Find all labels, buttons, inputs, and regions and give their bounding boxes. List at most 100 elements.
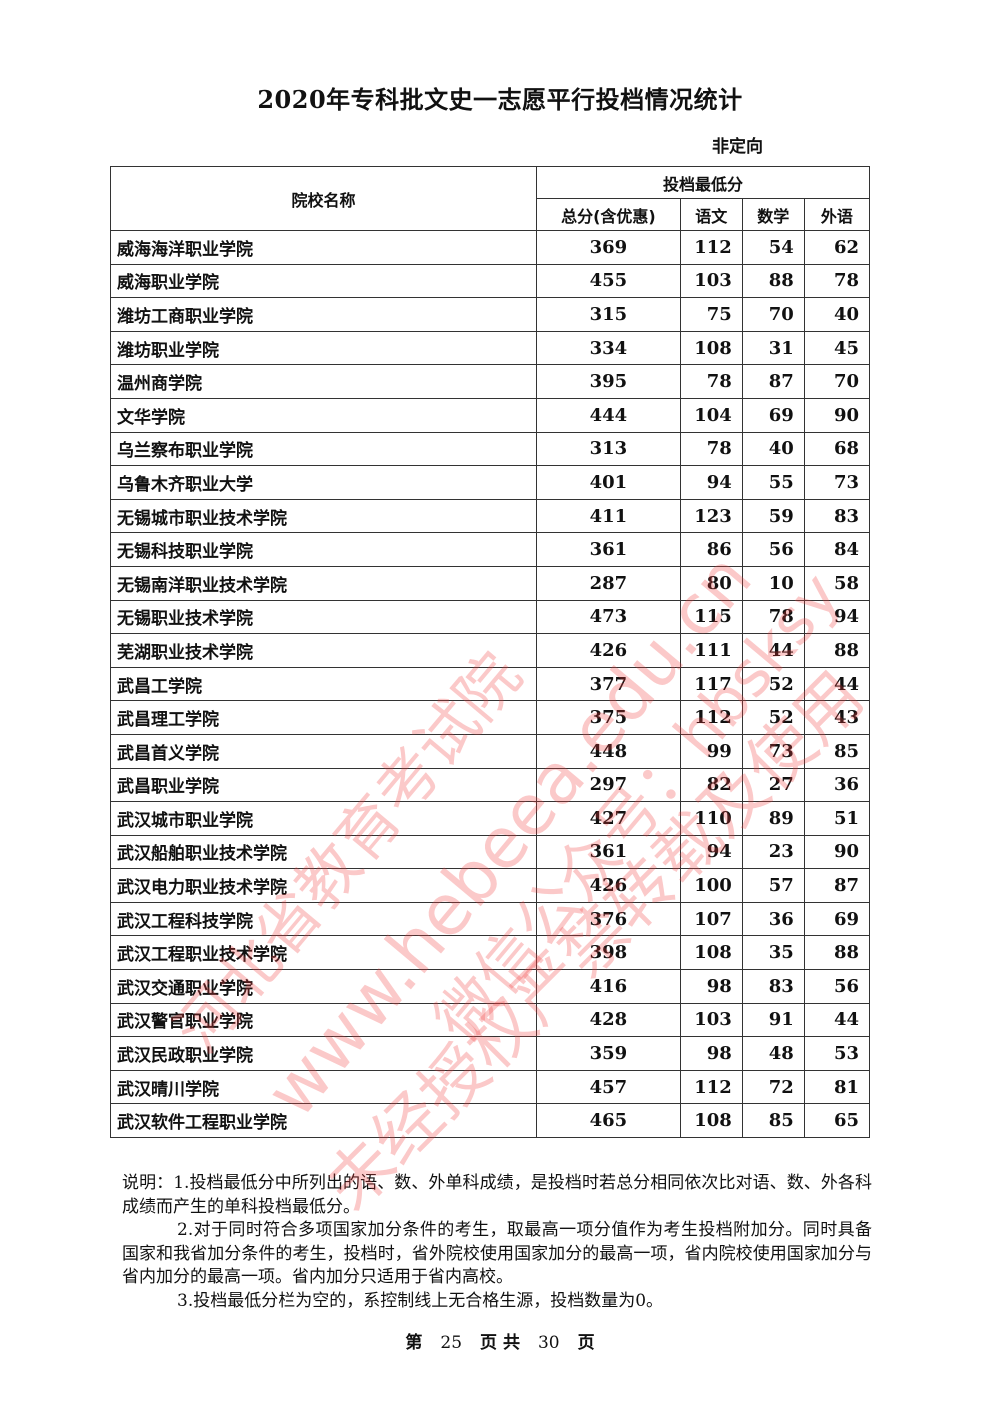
total-score: 361 bbox=[536, 834, 681, 870]
chinese-score: 103 bbox=[679, 1002, 743, 1038]
total-score: 377 bbox=[536, 666, 681, 702]
table-row: 武汉城市职业学院 427 110 89 51 bbox=[109, 801, 871, 836]
table-row: 武汉晴川学院 457 112 72 81 bbox=[109, 1069, 871, 1105]
foreign-score: 65 bbox=[803, 1103, 871, 1139]
header-math: 数学 bbox=[741, 198, 805, 231]
school-name: 潍坊工商职业学院 bbox=[109, 297, 538, 332]
school-name: 武汉电力职业技术学院 bbox=[109, 868, 538, 903]
table-row: 乌兰察布职业学院 313 78 40 68 bbox=[109, 431, 871, 467]
foreign-score: 73 bbox=[803, 465, 871, 500]
school-name: 武昌理工学院 bbox=[109, 700, 538, 735]
footer-suffix: 页 bbox=[577, 1333, 595, 1353]
total-score: 398 bbox=[536, 935, 681, 971]
total-score: 444 bbox=[536, 397, 681, 433]
chinese-score: 94 bbox=[679, 465, 743, 500]
total-score: 427 bbox=[536, 801, 681, 836]
total-score: 455 bbox=[536, 263, 681, 299]
foreign-score: 83 bbox=[803, 498, 871, 534]
total-score: 457 bbox=[536, 1069, 681, 1105]
school-name: 武汉船舶职业技术学院 bbox=[109, 834, 538, 870]
note-1: 说明：1.投档最低分中所列出的语、数、外单科成绩，是投档时若总分相同依次比对语、… bbox=[122, 1173, 872, 1217]
school-name: 无锡职业技术学院 bbox=[109, 599, 538, 635]
total-score: 376 bbox=[536, 901, 681, 937]
table-row: 芜湖职业技术学院 426 111 44 88 bbox=[109, 633, 871, 668]
math-score: 44 bbox=[741, 633, 805, 668]
table-row: 武汉民政职业学院 359 98 48 53 bbox=[109, 1036, 871, 1071]
table-row: 无锡南洋职业技术学院 287 80 10 58 bbox=[109, 565, 871, 601]
total-score: 361 bbox=[536, 532, 681, 567]
table-row: 武昌工学院 377 117 52 44 bbox=[109, 666, 871, 702]
math-score: 72 bbox=[741, 1069, 805, 1105]
school-name: 武汉城市职业学院 bbox=[109, 801, 538, 836]
math-score: 91 bbox=[741, 1002, 805, 1038]
math-score: 48 bbox=[741, 1036, 805, 1071]
school-name: 芜湖职业技术学院 bbox=[109, 633, 538, 668]
table-body: 威海海洋职业学院 369 112 54 62 威海职业学院 455 103 88 78 潍坊工商职业… bbox=[109, 230, 871, 1139]
page-footer: 第 25 页 共 30 页 bbox=[0, 1328, 1000, 1353]
chinese-score: 98 bbox=[679, 1036, 743, 1071]
header-foreign: 外语 bbox=[803, 198, 871, 231]
table-row: 武汉软件工程职业学院 465 108 85 65 bbox=[109, 1103, 871, 1139]
chinese-score: 100 bbox=[679, 868, 743, 903]
footer-total: 30 bbox=[537, 1333, 560, 1353]
math-score: 54 bbox=[741, 230, 805, 265]
total-score: 411 bbox=[536, 498, 681, 534]
subtitle: 非定向 bbox=[712, 137, 763, 157]
foreign-score: 44 bbox=[803, 666, 871, 702]
table-row: 武汉电力职业技术学院 426 100 57 87 bbox=[109, 868, 871, 903]
table-row: 武昌首义学院 448 99 73 85 bbox=[109, 733, 871, 769]
notes: 说明：1.投档最低分中所列出的语、数、外单科成绩，是投档时若总分相同依次比对语、… bbox=[122, 1172, 872, 1313]
chinese-score: 112 bbox=[679, 230, 743, 265]
table-row: 潍坊工商职业学院 315 75 70 40 bbox=[109, 297, 871, 332]
total-score: 465 bbox=[536, 1103, 681, 1139]
table-row: 武汉船舶职业技术学院 361 94 23 90 bbox=[109, 834, 871, 870]
math-score: 88 bbox=[741, 263, 805, 299]
total-score: 416 bbox=[536, 969, 681, 1004]
total-score: 287 bbox=[536, 565, 681, 601]
school-name: 威海海洋职业学院 bbox=[109, 230, 538, 265]
total-score: 315 bbox=[536, 297, 681, 332]
foreign-score: 62 bbox=[803, 230, 871, 265]
chinese-score: 78 bbox=[679, 364, 743, 399]
chinese-score: 115 bbox=[679, 599, 743, 635]
school-name: 武昌首义学院 bbox=[109, 733, 538, 769]
foreign-score: 68 bbox=[803, 431, 871, 467]
school-name: 武汉警官职业学院 bbox=[109, 1002, 538, 1038]
footer-page: 25 bbox=[440, 1333, 463, 1353]
chinese-score: 108 bbox=[679, 935, 743, 971]
school-name: 无锡城市职业技术学院 bbox=[109, 498, 538, 534]
total-score: 401 bbox=[536, 465, 681, 500]
school-name: 武汉软件工程职业学院 bbox=[109, 1103, 538, 1139]
total-score: 359 bbox=[536, 1036, 681, 1071]
header-chinese: 语文 bbox=[679, 198, 743, 231]
math-score: 69 bbox=[741, 397, 805, 433]
chinese-score: 75 bbox=[679, 297, 743, 332]
math-score: 52 bbox=[741, 666, 805, 702]
chinese-score: 103 bbox=[679, 263, 743, 299]
math-score: 31 bbox=[741, 330, 805, 366]
school-name: 乌鲁木齐职业大学 bbox=[109, 465, 538, 500]
total-score: 426 bbox=[536, 868, 681, 903]
school-name: 武昌职业学院 bbox=[109, 767, 538, 803]
math-score: 73 bbox=[741, 733, 805, 769]
table-row: 威海职业学院 455 103 88 78 bbox=[109, 263, 871, 299]
school-name: 武汉工程职业技术学院 bbox=[109, 935, 538, 971]
foreign-score: 45 bbox=[803, 330, 871, 366]
table-row: 无锡科技职业学院 361 86 56 84 bbox=[109, 532, 871, 567]
math-score: 85 bbox=[741, 1103, 805, 1139]
chinese-score: 123 bbox=[679, 498, 743, 534]
chinese-score: 108 bbox=[679, 1103, 743, 1139]
foreign-score: 84 bbox=[803, 532, 871, 567]
footer-prefix: 第 bbox=[405, 1333, 423, 1353]
total-score: 334 bbox=[536, 330, 681, 366]
table-row: 温州商学院 395 78 87 70 bbox=[109, 364, 871, 399]
school-name: 无锡科技职业学院 bbox=[109, 532, 538, 567]
chinese-score: 112 bbox=[679, 700, 743, 735]
total-score: 375 bbox=[536, 700, 681, 735]
page-title: 2020年专科批文史一志愿平行投档情况统计 bbox=[257, 85, 743, 114]
table-row: 文华学院 444 104 69 90 bbox=[109, 397, 871, 433]
note-3: 3.投档最低分栏为空的，系控制线上无合格生源，投档数量为0。 bbox=[177, 1290, 664, 1311]
school-name: 威海职业学院 bbox=[109, 263, 538, 299]
math-score: 27 bbox=[741, 767, 805, 803]
header-total: 总分(含优惠) bbox=[536, 198, 681, 231]
